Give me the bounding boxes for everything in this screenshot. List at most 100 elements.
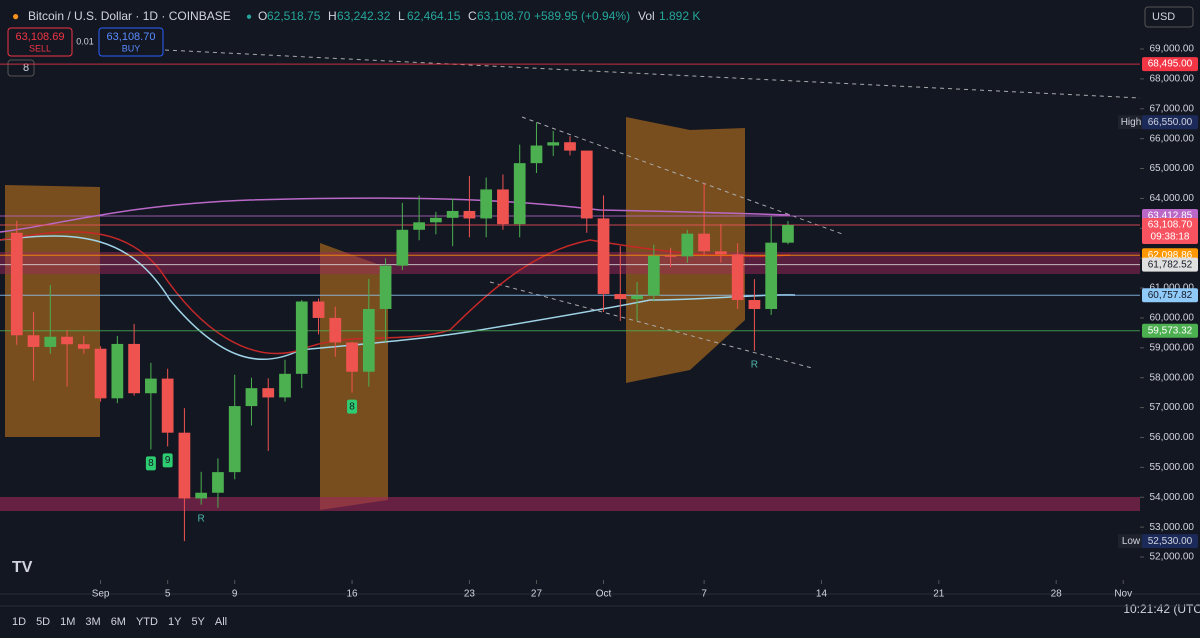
range-button[interactable]: YTD: [136, 616, 158, 628]
price-tag-label: 60,757.82: [1148, 290, 1193, 301]
candle-body: [614, 294, 627, 300]
candle-body: [497, 189, 509, 225]
y-tick-label: 53,000.00: [1150, 522, 1195, 533]
ohlc-label: O: [258, 9, 267, 23]
ohlc-value: 62,518.75: [267, 9, 321, 23]
x-tick-label: Nov: [1114, 589, 1132, 600]
vol-label: Vol: [638, 9, 655, 23]
candle-body: [580, 150, 593, 219]
y-tick-label: 61,000.00: [1150, 283, 1195, 294]
candle-body: [430, 217, 442, 223]
y-tick-label: 54,000.00: [1150, 492, 1195, 503]
candle-body: [731, 254, 744, 301]
y-tick-label: 56,000.00: [1150, 432, 1195, 443]
buy-price[interactable]: 63,108.70: [107, 31, 156, 43]
currency[interactable]: USD: [1152, 11, 1175, 23]
ohlc-value: 62,464.15: [407, 9, 461, 23]
vol-value: 1.892 K: [659, 9, 700, 23]
price-tag-label: 62,098.86: [1148, 250, 1193, 261]
extreme-tag-box: [1142, 534, 1198, 549]
range-button[interactable]: 6M: [111, 616, 126, 628]
candle-body: [312, 301, 325, 318]
ohlc-value: 63,108.70: [477, 9, 531, 23]
candle-body: [44, 336, 57, 347]
buy-label[interactable]: BUY: [122, 43, 141, 53]
sell-price[interactable]: 63,108.69: [16, 31, 65, 43]
candle-body: [94, 348, 107, 399]
candle-body: [329, 317, 342, 343]
extreme-tag-name: High: [1121, 117, 1142, 128]
candle-body: [530, 145, 543, 164]
trend-line: [164, 49, 1141, 99]
x-tick-label: Sep: [92, 589, 110, 600]
buy-button[interactable]: [98, 27, 164, 57]
x-tick-label: 14: [816, 589, 828, 600]
y-tick-label: 58,000.00: [1150, 372, 1195, 383]
candle-body: [212, 472, 224, 493]
spread: 0.01: [76, 36, 94, 46]
moving-average: [0, 197, 791, 233]
candle-body: [463, 210, 476, 219]
ohlc-label: C: [468, 9, 477, 23]
price-tag-label: 61,782.52: [1148, 259, 1193, 270]
extreme-tag: [1118, 534, 1144, 549]
y-tick-label: 67,000.00: [1150, 103, 1195, 114]
candle-body: [698, 233, 710, 252]
logo: TV: [12, 559, 33, 576]
ohlc-value: 63,242.32: [337, 9, 391, 23]
candle-body: [547, 142, 560, 146]
volatility-box: [320, 243, 388, 510]
volatility-box: [5, 185, 100, 437]
x-tick-label: 28: [1051, 589, 1063, 600]
moving-average: [0, 235, 796, 361]
price-tag: [1142, 57, 1198, 72]
candle-body: [178, 432, 191, 499]
candle-body: [597, 218, 610, 295]
candle-body: [362, 308, 375, 372]
annotation-box: [162, 453, 173, 468]
candle-body: [564, 142, 576, 151]
currency-button[interactable]: [1144, 6, 1194, 28]
price-tag-label: 68,495.00: [1148, 59, 1193, 70]
sell-button[interactable]: [7, 27, 73, 57]
annotation-box: [145, 456, 156, 471]
indicator-count[interactable]: 8: [23, 62, 29, 74]
y-tick-label: 60,000.00: [1150, 313, 1195, 324]
y-tick-label: 65,000.00: [1150, 163, 1195, 174]
y-tick-label: 57,000.00: [1150, 402, 1195, 413]
range-button[interactable]: 3M: [85, 616, 100, 628]
candle-body: [262, 388, 275, 398]
range-button[interactable]: All: [215, 616, 227, 628]
candle-body: [346, 342, 358, 372]
candle-body: [480, 189, 493, 219]
candle-body: [61, 336, 73, 345]
range-button[interactable]: 5Y: [191, 616, 205, 628]
y-tick-label: 66,000.00: [1150, 133, 1195, 144]
x-tick-label: Oct: [596, 589, 612, 600]
range-button[interactable]: 1Y: [168, 616, 182, 628]
extreme-tag-box: [1142, 115, 1198, 130]
range-button[interactable]: 5D: [36, 616, 50, 628]
candle-body: [782, 225, 794, 243]
coin-icon: ●: [12, 9, 19, 23]
trend-line: [521, 116, 846, 236]
indicators-toggle[interactable]: [7, 59, 35, 77]
annotation: 8: [148, 458, 154, 469]
y-tick-label: 55,000.00: [1150, 462, 1195, 473]
range-button[interactable]: 1D: [12, 616, 26, 628]
sell-label[interactable]: SELL: [29, 43, 51, 53]
x-tick-label: 27: [531, 589, 543, 600]
candle-body: [77, 344, 90, 349]
x-tick-label: 23: [464, 589, 476, 600]
candle-body: [513, 163, 526, 225]
candle-body: [145, 378, 157, 394]
range-button[interactable]: 1M: [60, 616, 75, 628]
candle-body: [681, 233, 694, 257]
annotation: R: [198, 513, 205, 524]
zone-band: [0, 252, 1140, 274]
price-tag: [1142, 218, 1198, 245]
price-tag: [1142, 257, 1198, 272]
